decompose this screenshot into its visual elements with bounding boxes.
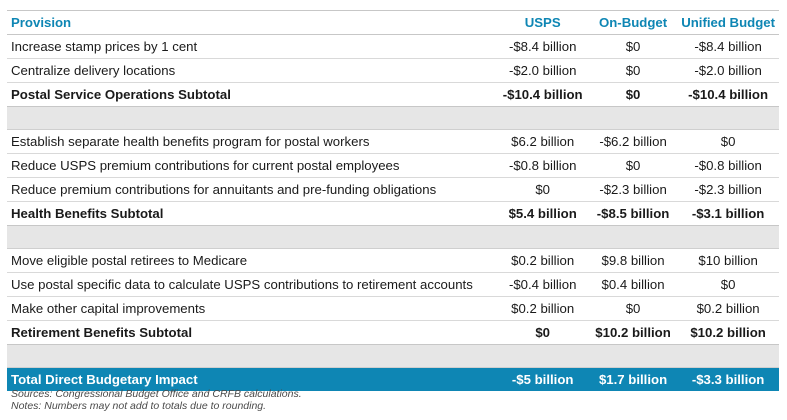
table-row: Increase stamp prices by 1 cent -$8.4 bi… — [7, 34, 779, 59]
on-budget-cell: $1.7 billion — [588, 367, 678, 391]
usps-cell: -$2.0 billion — [496, 58, 589, 83]
unified-cell: -$0.8 billion — [677, 153, 779, 178]
header-usps: USPS — [496, 10, 589, 35]
unified-cell: -$2.3 billion — [677, 177, 779, 202]
table-notes: Sources: Congressional Budget Office and… — [11, 388, 302, 412]
sources-note: Sources: Congressional Budget Office and… — [11, 388, 302, 400]
table-row: Centralize delivery locations -$2.0 bill… — [7, 58, 779, 83]
provision-cell: Increase stamp prices by 1 cent — [7, 34, 497, 59]
subtotal-row: Retirement Benefits Subtotal $0 $10.2 bi… — [7, 320, 779, 345]
usps-cell: $0 — [496, 320, 589, 345]
usps-cell: $0 — [496, 177, 589, 202]
subtotal-row: Postal Service Operations Subtotal -$10.… — [7, 82, 779, 107]
usps-cell: -$8.4 billion — [496, 34, 589, 59]
provision-cell: Establish separate health benefits progr… — [7, 129, 497, 154]
usps-cell: -$10.4 billion — [496, 82, 589, 107]
provision-cell: Postal Service Operations Subtotal — [7, 82, 497, 107]
on-budget-cell: $0 — [588, 34, 678, 59]
header-unified-budget: Unified Budget — [677, 10, 779, 35]
provision-cell: Health Benefits Subtotal — [7, 201, 497, 226]
table-row: Move eligible postal retirees to Medicar… — [7, 248, 779, 273]
table-row: Reduce USPS premium contributions for cu… — [7, 153, 779, 178]
unified-cell: $0 — [677, 129, 779, 154]
unified-cell: -$3.1 billion — [677, 201, 779, 226]
usps-cell: $0.2 billion — [496, 248, 589, 273]
unified-cell: -$8.4 billion — [677, 34, 779, 59]
unified-cell: -$3.3 billion — [677, 367, 779, 391]
usps-cell: -$0.4 billion — [496, 272, 589, 297]
table-row: Establish separate health benefits progr… — [7, 129, 779, 154]
unified-cell: $10 billion — [677, 248, 779, 273]
on-budget-cell: $0 — [588, 58, 678, 83]
on-budget-cell: $0 — [588, 82, 678, 107]
provision-cell: Move eligible postal retirees to Medicar… — [7, 248, 497, 273]
section-spacer — [7, 225, 779, 249]
unified-cell: $0.2 billion — [677, 296, 779, 321]
on-budget-cell: -$6.2 billion — [588, 129, 678, 154]
table-row: Make other capital improvements $0.2 bil… — [7, 296, 779, 321]
provision-cell: Retirement Benefits Subtotal — [7, 320, 497, 345]
unified-cell: $10.2 billion — [677, 320, 779, 345]
provision-cell: Total Direct Budgetary Impact — [7, 367, 497, 391]
unified-cell: -$10.4 billion — [677, 82, 779, 107]
provision-cell: Use postal specific data to calculate US… — [7, 272, 497, 297]
usps-cell: -$5 billion — [496, 367, 589, 391]
header-provision: Provision — [7, 10, 497, 35]
section-spacer — [7, 106, 779, 130]
usps-cell: -$0.8 billion — [496, 153, 589, 178]
subtotal-row: Health Benefits Subtotal $5.4 billion -$… — [7, 201, 779, 226]
provision-cell: Make other capital improvements — [7, 296, 497, 321]
on-budget-cell: $0.4 billion — [588, 272, 678, 297]
table-row: Use postal specific data to calculate US… — [7, 272, 779, 297]
table-row: Reduce premium contributions for annuita… — [7, 177, 779, 202]
on-budget-cell: $9.8 billion — [588, 248, 678, 273]
table-header-row: Provision USPS On-Budget Unified Budget — [7, 10, 779, 35]
total-row: Total Direct Budgetary Impact -$5 billio… — [7, 367, 779, 391]
budget-table: Provision USPS On-Budget Unified Budget … — [7, 10, 779, 391]
usps-cell: $0.2 billion — [496, 296, 589, 321]
on-budget-cell: $10.2 billion — [588, 320, 678, 345]
provision-cell: Centralize delivery locations — [7, 58, 497, 83]
usps-cell: $6.2 billion — [496, 129, 589, 154]
header-on-budget: On-Budget — [588, 10, 678, 35]
section-spacer — [7, 344, 779, 368]
on-budget-cell: $0 — [588, 296, 678, 321]
rounding-note: Notes: Numbers may not add to totals due… — [11, 400, 267, 412]
provision-cell: Reduce premium contributions for annuita… — [7, 177, 497, 202]
on-budget-cell: $0 — [588, 153, 678, 178]
on-budget-cell: -$2.3 billion — [588, 177, 678, 202]
usps-cell: $5.4 billion — [496, 201, 589, 226]
unified-cell: -$2.0 billion — [677, 58, 779, 83]
provision-cell: Reduce USPS premium contributions for cu… — [7, 153, 497, 178]
on-budget-cell: -$8.5 billion — [588, 201, 678, 226]
unified-cell: $0 — [677, 272, 779, 297]
